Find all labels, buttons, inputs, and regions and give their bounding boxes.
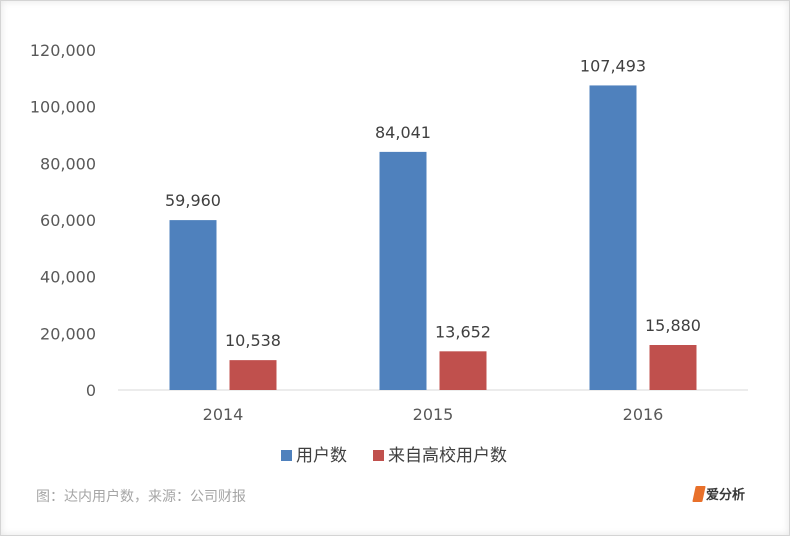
- data-label: 10,538: [225, 331, 281, 350]
- data-label: 59,960: [165, 191, 221, 210]
- data-label: 13,652: [435, 322, 491, 341]
- legend-label-0: 用户数: [296, 446, 347, 466]
- y-tick-label: 40,000: [40, 268, 96, 287]
- data-label: 107,493: [580, 56, 646, 75]
- data-label: 15,880: [645, 316, 701, 335]
- logo-icon: [692, 485, 706, 502]
- bar-university-users-2016: [649, 345, 697, 390]
- y-tick-label: 20,000: [40, 324, 96, 343]
- x-tick-label: 2015: [413, 405, 454, 424]
- source-caption: 图：达内用户数，来源：公司财报: [36, 489, 246, 505]
- y-tick-label: 80,000: [40, 154, 96, 173]
- y-tick-label: 120,000: [30, 41, 96, 60]
- y-tick-label: 60,000: [40, 211, 96, 230]
- data-label: 84,041: [375, 123, 431, 142]
- logo-text: 爱分析: [706, 488, 746, 503]
- y-tick-label: 0: [86, 381, 96, 400]
- x-tick-label: 2014: [203, 405, 244, 424]
- bar-users-2014: [169, 220, 217, 390]
- y-tick-label: 100,000: [30, 98, 96, 117]
- legend-swatch-1: [373, 450, 384, 461]
- x-tick-label: 2016: [623, 405, 664, 424]
- legend-swatch-0: [281, 450, 292, 461]
- bar-users-2015: [379, 151, 427, 390]
- bar-university-users-2015: [439, 351, 487, 390]
- legend-label-1: 来自高校用户数: [388, 446, 507, 466]
- bar-users-2016: [589, 85, 637, 391]
- bar-university-users-2014: [229, 360, 277, 390]
- brand-logo: 爱分析: [692, 484, 746, 503]
